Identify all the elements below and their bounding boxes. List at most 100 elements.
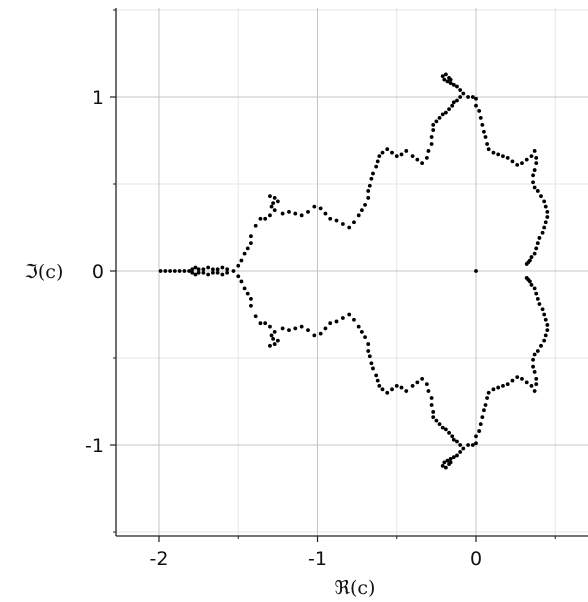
data-point — [501, 154, 505, 159]
data-point — [363, 335, 367, 340]
y-tick-label: -1 — [85, 435, 104, 457]
data-point — [455, 453, 459, 458]
data-point — [532, 352, 537, 357]
data-point — [287, 209, 291, 214]
data-point — [377, 383, 382, 388]
data-point — [268, 324, 272, 329]
data-point — [323, 326, 328, 331]
data-point — [486, 147, 491, 152]
data-point — [158, 269, 163, 273]
data-point — [328, 216, 333, 221]
data-point — [399, 385, 404, 390]
data-point — [431, 410, 436, 414]
data-point — [334, 218, 339, 223]
data-point — [529, 255, 534, 259]
data-point — [236, 274, 241, 279]
data-point — [480, 122, 485, 127]
data-point — [231, 269, 236, 273]
data-point — [206, 272, 211, 277]
data-point — [531, 364, 535, 369]
data-point — [426, 149, 431, 153]
data-point — [280, 211, 285, 216]
data-point — [366, 189, 371, 193]
data-point — [545, 323, 550, 327]
data-point — [399, 152, 404, 157]
data-point — [491, 150, 496, 155]
data-point — [312, 204, 317, 209]
data-point — [390, 387, 394, 392]
data-point — [451, 437, 456, 442]
data-point — [269, 204, 274, 209]
data-point — [312, 333, 317, 338]
data-point — [340, 316, 345, 320]
data-point — [534, 291, 539, 296]
data-point — [177, 269, 182, 273]
data-point — [323, 211, 328, 216]
data-point — [299, 324, 304, 329]
data-point — [486, 390, 491, 395]
data-point — [318, 331, 323, 336]
data-point — [440, 74, 445, 79]
data-point — [478, 422, 483, 427]
data-point — [466, 443, 470, 447]
data-point — [501, 383, 505, 388]
data-point — [359, 330, 364, 334]
data-point — [201, 267, 206, 272]
data-point — [496, 152, 501, 157]
data-point — [480, 415, 485, 420]
data-point — [375, 159, 380, 164]
y-tick-label: 0 — [92, 261, 104, 283]
data-point — [535, 296, 540, 301]
data-point — [483, 135, 488, 139]
data-point — [470, 95, 475, 99]
data-point — [532, 370, 537, 374]
data-point — [474, 103, 478, 108]
data-point — [242, 251, 247, 256]
data-point — [215, 267, 220, 272]
data-point — [249, 296, 253, 301]
data-point — [529, 154, 534, 159]
data-point — [380, 150, 385, 155]
data-point — [440, 425, 445, 430]
data-point — [352, 317, 356, 322]
data-point — [458, 95, 463, 99]
data-point — [272, 196, 277, 200]
data-point — [542, 338, 547, 343]
x-tick-label: 0 — [470, 548, 482, 570]
data-point — [220, 272, 225, 277]
data-point — [534, 382, 539, 386]
data-point — [451, 100, 456, 105]
data-point — [271, 336, 276, 341]
data-point — [249, 241, 253, 246]
data-point — [367, 183, 372, 188]
data-point — [366, 342, 371, 346]
data-point — [474, 434, 478, 439]
data-point — [448, 81, 453, 85]
data-point — [532, 168, 537, 172]
data-point — [236, 263, 241, 268]
data-point — [366, 196, 371, 200]
data-point — [193, 272, 198, 277]
data-point — [225, 267, 230, 272]
data-point — [443, 465, 448, 470]
data-point — [485, 396, 489, 400]
data-point — [374, 373, 379, 378]
data-point — [451, 455, 456, 460]
data-point — [275, 199, 280, 204]
data-point — [540, 230, 545, 235]
data-point — [455, 84, 459, 89]
data-point — [520, 161, 524, 166]
x-tick-label: -2 — [150, 548, 169, 570]
data-point — [520, 376, 524, 381]
y-axis-label: ℑ(c) — [25, 261, 64, 283]
data-point — [535, 241, 540, 246]
data-point — [542, 312, 547, 317]
data-point — [437, 422, 442, 427]
data-point — [515, 162, 520, 167]
data-point — [448, 460, 453, 465]
data-point — [485, 142, 489, 146]
data-point — [477, 429, 482, 433]
data-point — [249, 234, 253, 239]
data-point — [359, 208, 364, 213]
y-tick-label: 1 — [92, 87, 104, 109]
